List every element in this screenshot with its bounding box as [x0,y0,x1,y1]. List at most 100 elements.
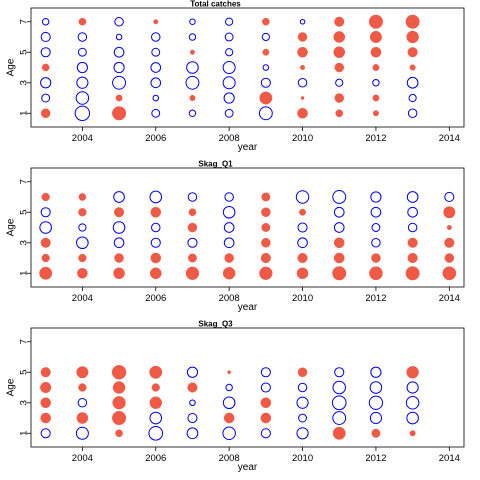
plot-frame [30,167,465,288]
bubble-negative [407,206,418,218]
bubble-positive [40,367,51,378]
bubble-positive [261,238,271,248]
y-axis-label: Age [6,378,17,396]
bubble-negative [222,205,236,219]
bubble-positive [407,237,418,248]
bubble-positive [261,207,271,217]
bubble-negative [40,428,51,439]
bubble-negative [225,17,234,26]
y-tick-label: 5 [19,370,30,375]
bubble-positive [372,94,380,102]
bubble-positive [332,426,346,440]
panel-title: Skag_Q1 [198,160,233,169]
x-tick-label: 2008 [219,453,240,464]
bubble-negative [189,18,196,26]
bubble-positive [262,48,270,56]
bubble-positive [261,223,271,232]
bubble-negative [407,108,418,119]
y-axis-label: Age [6,218,17,236]
bubble-positive [260,412,272,424]
bubble-negative [112,75,127,90]
y-tick-label: 5 [19,50,30,55]
bubble-positive [299,208,306,216]
panel-2: Skag_Q1 2004 2006 2008 2010 2012 2014 1 3 5 7 year A… [6,160,465,313]
bubble-negative [187,192,198,202]
bubble-positive [78,253,87,263]
bubble-negative [370,366,382,378]
bubble-negative [260,382,271,393]
bubble-negative [75,426,89,440]
bubble-negative [261,32,270,42]
bubble-positive [149,396,162,409]
bubble-negative [331,395,347,411]
bubble-positive [405,14,420,29]
x-tick-label: 2004 [72,293,93,304]
bubble-negative [296,427,309,440]
x-tick-label: 2012 [365,453,386,464]
bubble-positive [443,206,456,219]
bubble-negative [335,78,344,87]
bubble-positive [77,267,88,279]
plot-frame [30,7,465,128]
bubble-positive [334,62,344,73]
bubble-positive [185,266,200,280]
bubble-positive [297,32,308,42]
bubble-positive [40,381,52,394]
bubble-negative [406,76,419,89]
bubble-negative [262,64,270,71]
bubble-positive [371,253,381,263]
bubble-positive [297,252,308,264]
bubble-negative [150,62,162,73]
bubble-negative [258,106,273,121]
bubble-positive [335,109,344,118]
bubble-negative [369,411,383,425]
bubble-positive [188,208,197,217]
bubble-negative [224,108,234,118]
y-tick-label: 3 [19,240,30,245]
bubble-negative [370,191,382,203]
bubble-positive [224,253,234,263]
bubble-negative [406,191,419,203]
bubble-negative [223,222,235,233]
bubble-negative [151,108,161,118]
y-tick-label: 5 [19,210,30,215]
bubble-positive [222,267,236,280]
bubble-negative [333,206,345,218]
bubble-negative [186,427,199,440]
bubble-negative [76,236,89,250]
bubble-positive [405,266,420,281]
bubble-negative [75,91,90,105]
panel-3: Skag_Q3 2004 2006 2008 2010 2012 2014 1 3 5 7 year A… [6,320,465,473]
bubble-positive [297,107,308,119]
bubble-positive [260,252,271,264]
bubble-negative [222,76,236,90]
bubble-positive [406,30,419,44]
bubble-positive [115,94,123,102]
bubble-negative [222,426,236,441]
bubble-positive [332,266,347,281]
bubble-negative [150,77,162,89]
bubble-positive [39,266,53,280]
panel-title: Skag_Q3 [198,320,233,329]
bubble-negative [39,221,52,234]
bubble-positive [369,266,383,281]
bubble-negative [77,32,88,42]
bubble-positive [40,108,51,119]
bubble-negative [296,396,309,409]
bubble-negative [297,237,308,249]
bubble-positive [407,47,418,58]
bubble-negative [114,16,124,27]
bubble-negative [299,18,306,25]
bubble-negative [372,79,380,87]
bubble-negative [150,237,161,248]
y-axis-label: Age [6,58,17,76]
bubble-positive [262,17,270,26]
bubble-negative [370,206,382,218]
bubble-negative [406,381,419,394]
bubble-positive [111,365,127,380]
bubble-negative [224,32,234,42]
bubble-negative [187,412,198,424]
bubble-negative [332,190,347,204]
bubble-positive [409,64,416,71]
